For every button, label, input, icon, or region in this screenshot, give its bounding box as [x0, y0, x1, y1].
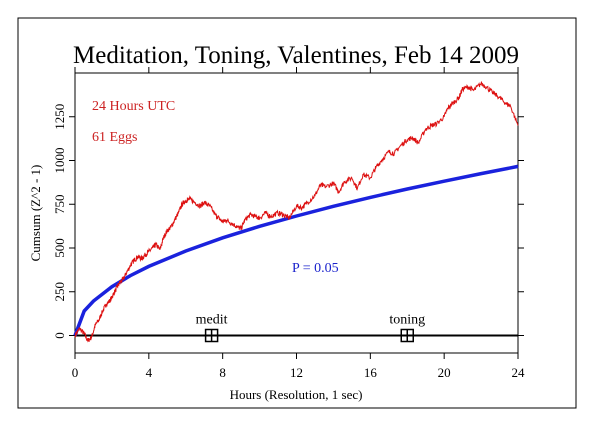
x-tick-label: 4 — [146, 365, 153, 380]
y-tick-label: 500 — [52, 238, 67, 258]
outer-frame — [17, 17, 577, 409]
y-tick-label: 1250 — [52, 104, 67, 130]
p-envelope-line — [73, 164, 519, 337]
event-markers: medit toning — [196, 313, 425, 343]
x-tick-label: 0 — [72, 365, 79, 380]
y-tick-label: 250 — [52, 282, 67, 302]
probability-label: P = 0.05 — [292, 261, 339, 276]
x-tick-label: 8 — [219, 365, 226, 380]
cumsum-line — [74, 81, 519, 343]
y-axis-label: Cumsum (Z^2 - 1) — [28, 165, 43, 262]
y-tick-label: 750 — [52, 195, 67, 215]
event-marker-label: toning — [389, 313, 425, 328]
x-tick-label: 24 — [512, 365, 526, 380]
x-tick-label: 20 — [438, 365, 451, 380]
x-axis-label: Hours (Resolution, 1 sec) — [230, 387, 363, 402]
x-tick-label: 16 — [364, 365, 378, 380]
eggs-annotation: 61 Eggs — [92, 130, 138, 145]
x-tick-label: 12 — [290, 365, 303, 380]
y-tick-label: 0 — [52, 332, 67, 339]
hours-annotation: 24 Hours UTC — [92, 99, 175, 114]
y-axis-ticks: 0 250 500 750 1000 1250 — [52, 104, 524, 339]
event-marker-label: medit — [196, 313, 228, 328]
chart-title: Meditation, Toning, Valentines, Feb 14 2… — [73, 42, 519, 69]
x-axis-ticks: 0 4 8 12 16 20 24 — [72, 67, 525, 380]
y-tick-label: 1000 — [52, 148, 67, 174]
